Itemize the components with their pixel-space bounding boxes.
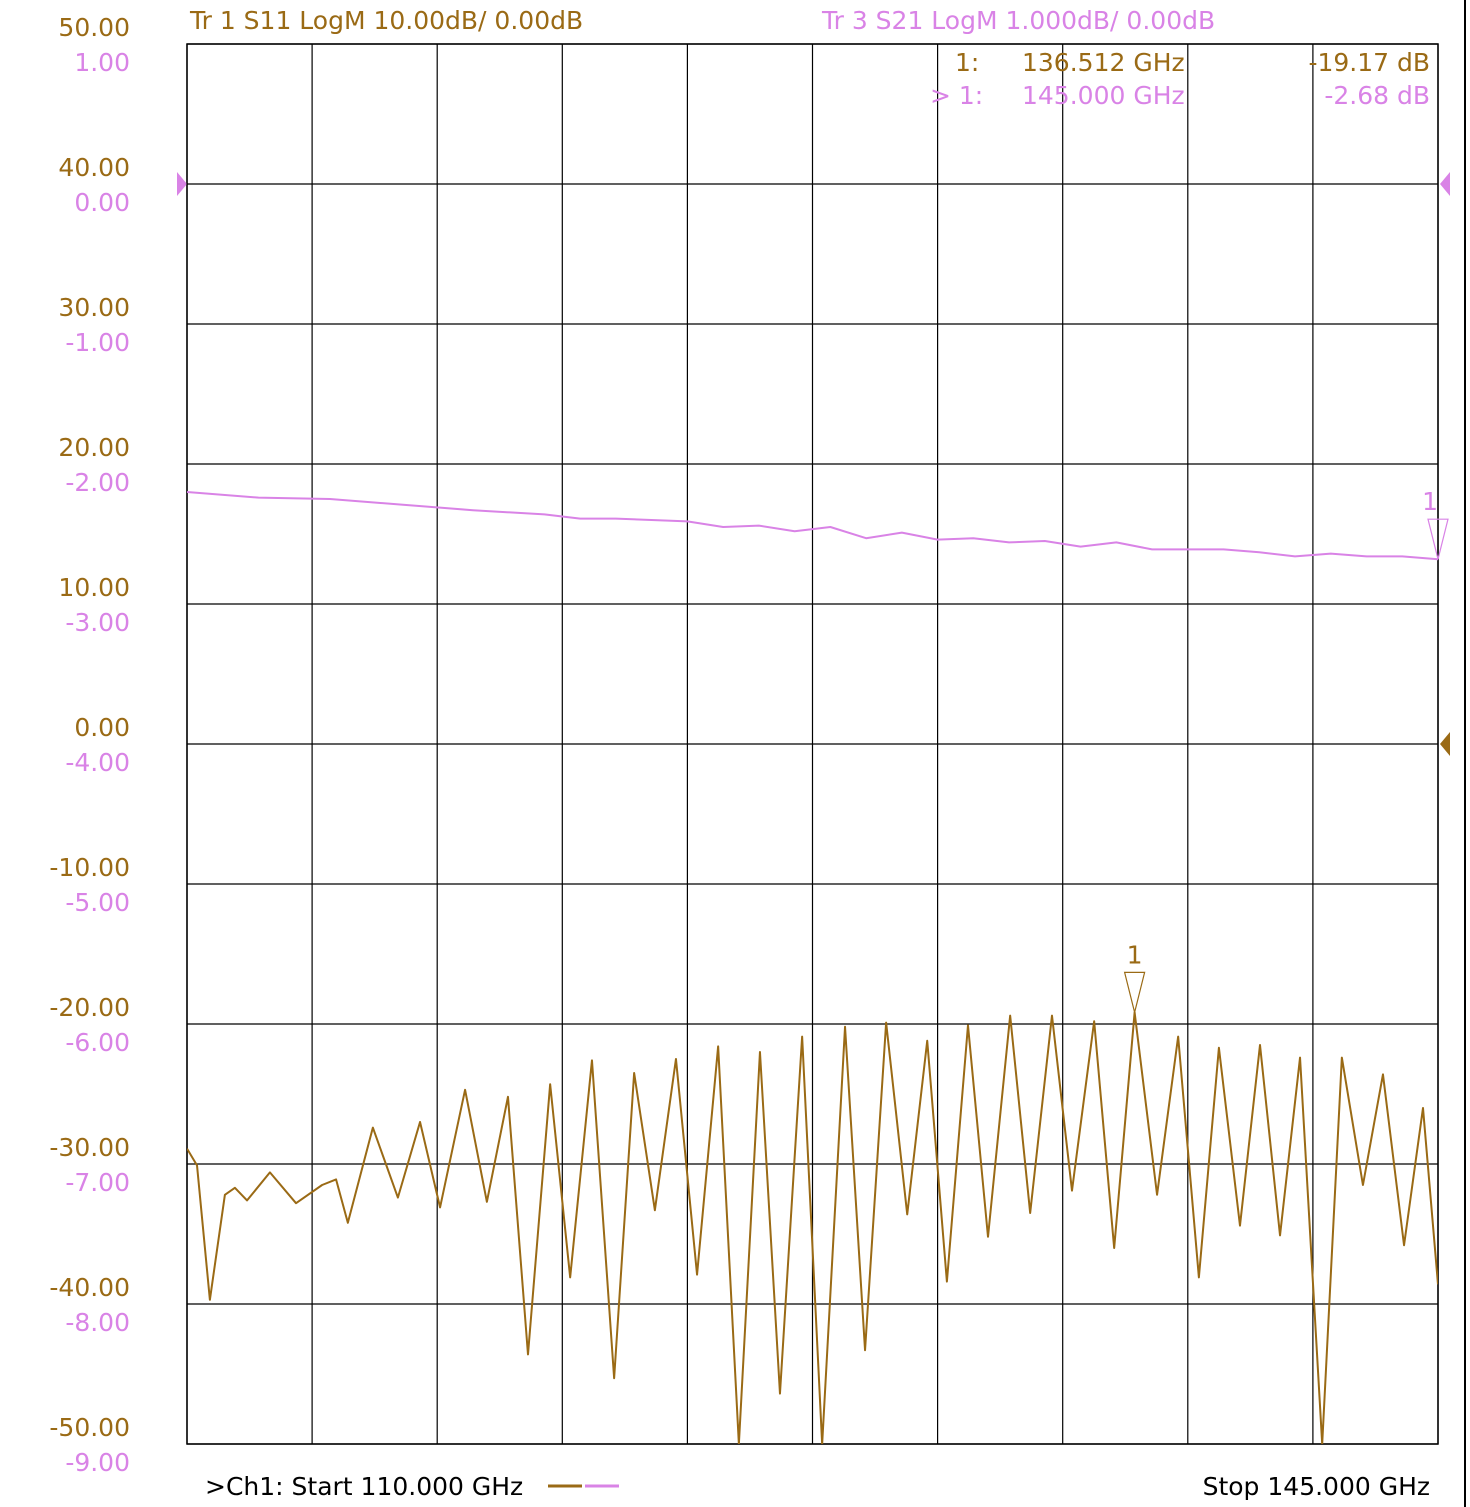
y-tick-label: 30.00 [58,293,130,322]
marker-prefix: 1: [955,48,979,77]
y-tick-label: 20.00 [58,433,130,462]
y-tick-label: 40.00 [58,153,130,182]
y2-tick-label: 1.00 [74,48,130,77]
ref-marker-s21 [177,172,187,196]
y-tick-label: -10.00 [49,853,130,882]
y-tick-label: -30.00 [49,1133,130,1162]
marker-name: 1 [1422,487,1438,516]
ref-marker-s11 [1440,732,1450,756]
marker-x-readout: 145.000 GHz [1022,81,1185,110]
y-tick-label: 50.00 [58,13,130,42]
trace [187,1011,1438,1444]
y2-tick-label: 0.00 [74,188,130,217]
y-tick-label: 0.00 [74,713,130,742]
y2-tick-label: -5.00 [65,888,130,917]
y2-tick-label: -7.00 [65,1168,130,1197]
stop-label: Stop 145.000 GHz [1203,1472,1430,1501]
y2-tick-label: -4.00 [65,748,130,777]
marker-prefix: > 1: [930,81,983,110]
y2-tick-label: -2.00 [65,468,130,497]
y2-tick-label: -6.00 [65,1028,130,1057]
ref-marker-s21-right [1440,172,1450,196]
trace-layer [187,491,1438,1444]
trace-3-header: Tr 3 S21 LogM 1.000dB/ 0.00dB [821,6,1215,35]
y-tick-label: 10.00 [58,573,130,602]
y2-tick-label: -8.00 [65,1308,130,1337]
y2-tick-label: -1.00 [65,328,130,357]
marker-flag [1123,971,1146,1013]
y2-tick-label: -3.00 [65,608,130,637]
marker-x-readout: 136.512 GHz [1022,48,1185,77]
y-tick-label: -20.00 [49,993,130,1022]
marker-value-readout: -2.68 dB [1324,81,1430,110]
y-tick-label: -50.00 [49,1413,130,1442]
start-label: >Ch1: Start 110.000 GHz [205,1472,523,1501]
y2-tick-label: -9.00 [65,1448,130,1477]
marker-flag [1427,518,1449,560]
marker-name: 1 [1127,940,1143,969]
y-tick-label: -40.00 [49,1273,130,1302]
marker-value-readout: -19.17 dB [1308,48,1430,77]
trace-1-header: Tr 1 S11 LogM 10.00dB/ 0.00dB [189,6,583,35]
trace [187,491,1438,561]
